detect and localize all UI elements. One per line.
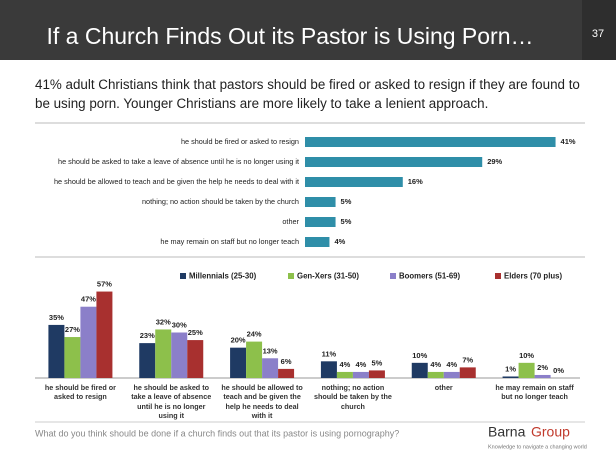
value-label: 10%	[519, 351, 534, 360]
bar	[352, 371, 369, 378]
value-label: 0%	[553, 366, 564, 375]
category-label: he should be fired or asked to resign	[181, 137, 299, 146]
bar	[305, 197, 336, 207]
category-label: he should be asked to take a leave of ab…	[131, 383, 212, 421]
legend-swatch	[180, 273, 186, 279]
value-label: 5%	[371, 358, 382, 367]
value-label: 1%	[505, 364, 516, 373]
category-label: other	[434, 383, 453, 392]
bar	[320, 361, 337, 378]
value-label: 24%	[247, 330, 262, 339]
value-label: 27%	[65, 325, 80, 334]
legend-label: Millennials (25-30)	[189, 272, 257, 281]
value-label: 4%	[446, 360, 457, 369]
value-label: 5%	[341, 217, 352, 226]
value-label: 6%	[281, 357, 292, 366]
value-label: 30%	[172, 320, 187, 329]
value-label: 57%	[97, 280, 112, 289]
slide-title: If a Church Finds Out its Pastor is Usin…	[46, 23, 533, 49]
bar	[427, 371, 444, 378]
value-label: 4%	[430, 360, 441, 369]
category-label: other	[282, 217, 299, 226]
value-label: 4%	[355, 360, 366, 369]
header-bar	[0, 0, 616, 60]
category-label: he should be fired or asked to resign	[44, 383, 116, 402]
bar	[305, 157, 483, 167]
category-label: he should be allowed to teach and be giv…	[54, 177, 299, 186]
bar	[187, 340, 204, 378]
value-label: 23%	[140, 331, 155, 340]
bar	[230, 347, 247, 378]
value-label: 25%	[188, 328, 203, 337]
legend-label: Elders (70 plus)	[504, 272, 562, 281]
value-label: 7%	[462, 355, 473, 364]
legend-label: Boomers (51-69)	[399, 272, 460, 281]
bar	[443, 371, 460, 378]
bar	[139, 343, 156, 378]
value-label: 2%	[537, 363, 548, 372]
bar	[305, 177, 403, 187]
legend-swatch	[495, 273, 501, 279]
bar	[459, 367, 476, 378]
value-label: 16%	[408, 177, 423, 186]
bar	[368, 370, 385, 378]
page-box	[582, 0, 616, 60]
value-label: 11%	[322, 349, 337, 358]
brand-name: Barna	[488, 424, 526, 440]
value-label: 13%	[263, 346, 278, 355]
bar	[64, 337, 81, 378]
value-label: 4%	[334, 237, 345, 246]
subtitle: 41% adult Christians think that pastors …	[35, 77, 580, 111]
value-label: 47%	[81, 295, 96, 304]
bar	[336, 371, 353, 378]
value-label: 41%	[561, 137, 576, 146]
bar	[502, 376, 519, 378]
category-label: he may remain on staff but no longer tea…	[495, 383, 574, 402]
category-label: he should be asked to take a leave of ab…	[58, 157, 299, 166]
brand-name: Group	[531, 424, 570, 440]
bar	[171, 332, 188, 378]
legend-swatch	[288, 273, 294, 279]
page-number: 37	[592, 28, 604, 40]
value-label: 5%	[341, 197, 352, 206]
bar	[155, 329, 172, 378]
bar	[305, 237, 330, 247]
bar	[80, 306, 97, 378]
category-label: he should be allowed to teach and be giv…	[221, 383, 303, 421]
bar	[48, 324, 65, 378]
category-label: nothing; no action should be taken by th…	[313, 383, 392, 411]
bar	[518, 362, 535, 378]
value-label: 10%	[412, 351, 427, 360]
category-label: he may remain on staff but no longer tea…	[160, 237, 299, 246]
bar	[534, 374, 551, 378]
bar	[262, 358, 279, 378]
value-label: 4%	[339, 360, 350, 369]
survey-question: What do you think should be done if a ch…	[35, 428, 399, 438]
bar	[411, 362, 428, 378]
value-label: 29%	[487, 157, 502, 166]
legend-swatch	[390, 273, 396, 279]
bar	[305, 217, 336, 227]
bar	[278, 368, 295, 378]
value-label: 35%	[49, 313, 64, 322]
brand-tagline: Knowledge to navigate a changing world	[488, 444, 587, 450]
bar	[305, 137, 556, 147]
category-label: nothing; no action should be taken by th…	[142, 197, 299, 206]
bar	[246, 341, 263, 378]
bar	[96, 291, 113, 378]
value-label: 20%	[231, 336, 246, 345]
value-label: 32%	[156, 317, 171, 326]
legend-label: Gen-Xers (31-50)	[297, 272, 359, 281]
